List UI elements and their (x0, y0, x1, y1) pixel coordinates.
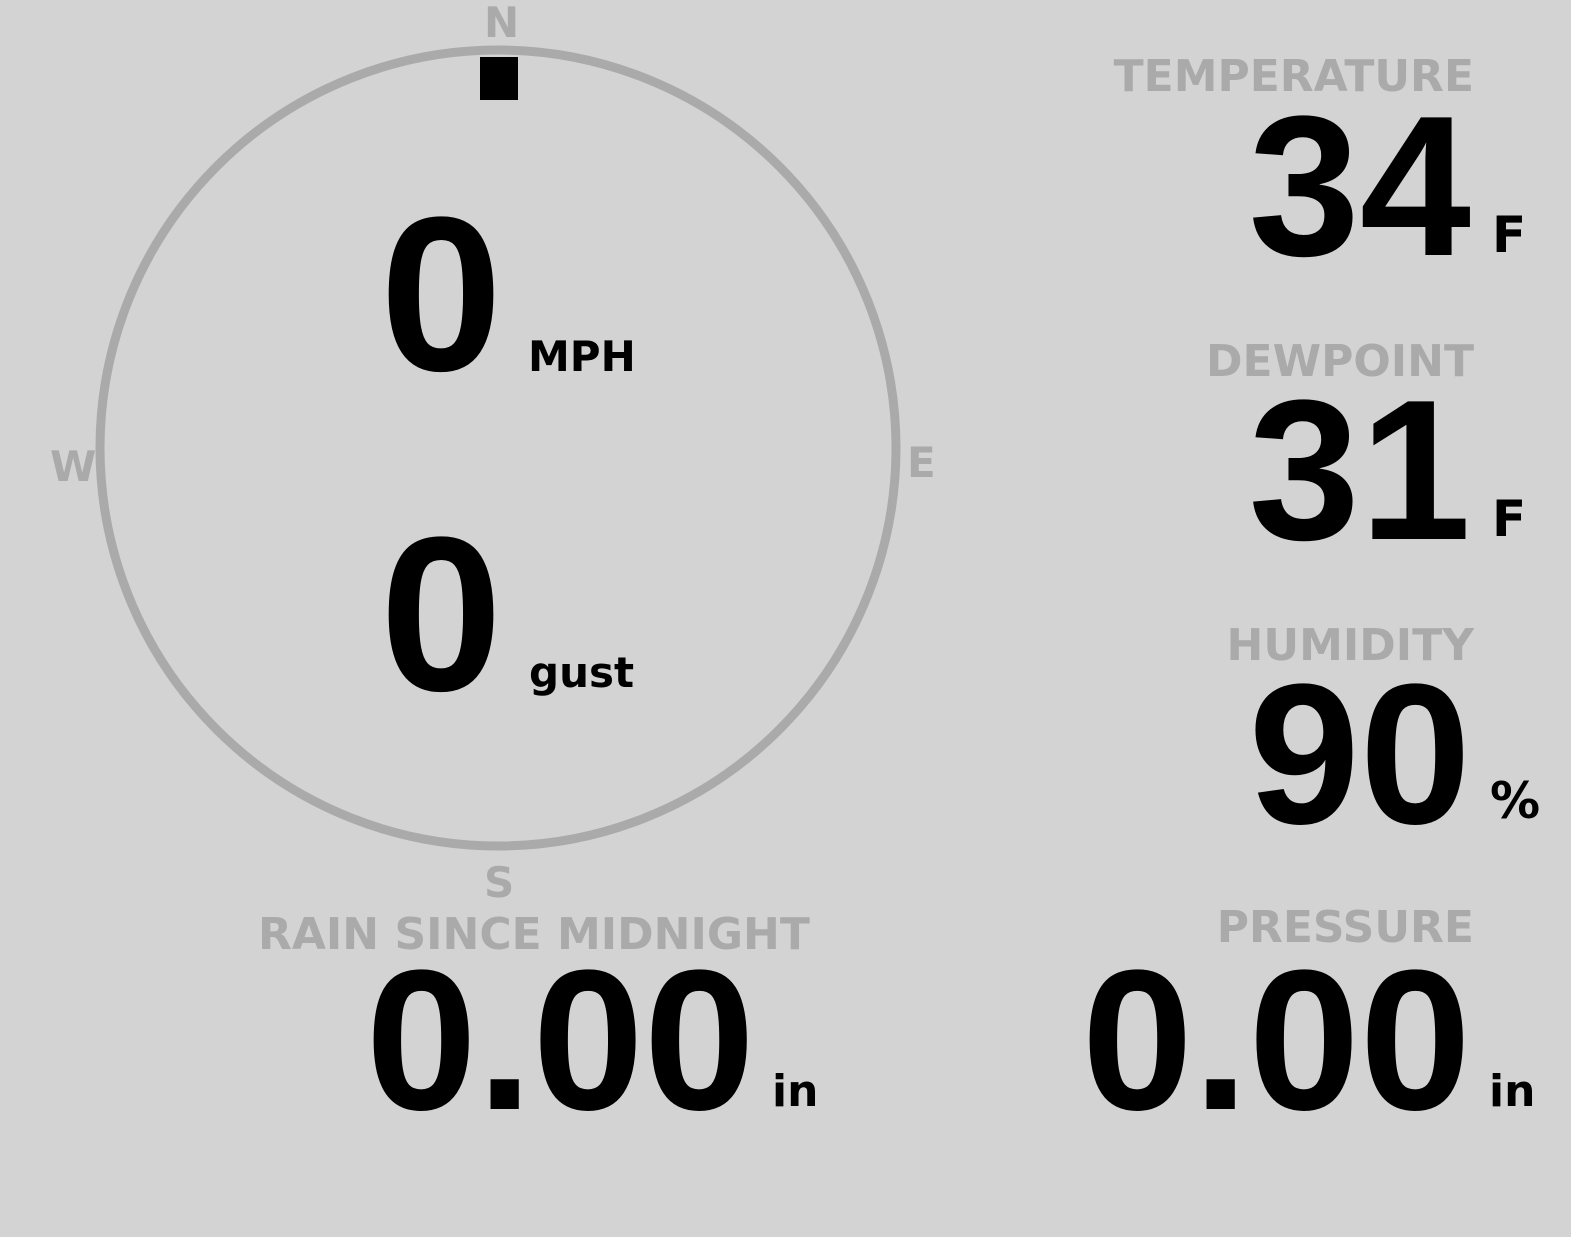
pressure-unit: in (1489, 1066, 1536, 1117)
wind-speed-unit: MPH (528, 332, 636, 381)
wind-direction-marker (480, 57, 518, 100)
compass-dial (95, 45, 901, 851)
dewpoint-unit: F (1492, 490, 1527, 548)
humidity-value: 90 (1248, 643, 1471, 866)
temperature-label: TEMPERATURE (1113, 51, 1474, 102)
rain-value: 0.00 (365, 929, 755, 1152)
wind-speed-value: 0 (380, 171, 503, 417)
dewpoint-label: DEWPOINT (1206, 336, 1474, 387)
rain-unit: in (772, 1066, 819, 1117)
compass-south: S (484, 858, 515, 907)
compass-ring (95, 45, 901, 851)
dewpoint-value: 31 (1248, 359, 1471, 582)
pressure-label: PRESSURE (1216, 902, 1474, 953)
compass-north: N (484, 0, 520, 47)
wind-gust-unit: gust (529, 648, 635, 697)
rain-label: RAIN SINCE MIDNIGHT (258, 909, 810, 960)
humidity-label: HUMIDITY (1226, 620, 1474, 671)
temperature-unit: F (1492, 206, 1527, 264)
wind-gust-value: 0 (380, 491, 503, 737)
pressure-value: 0.00 (1081, 929, 1471, 1152)
humidity-unit: % (1490, 772, 1541, 830)
compass-east: E (907, 438, 936, 487)
compass-west: W (50, 442, 97, 491)
temperature-value: 34 (1248, 75, 1471, 298)
